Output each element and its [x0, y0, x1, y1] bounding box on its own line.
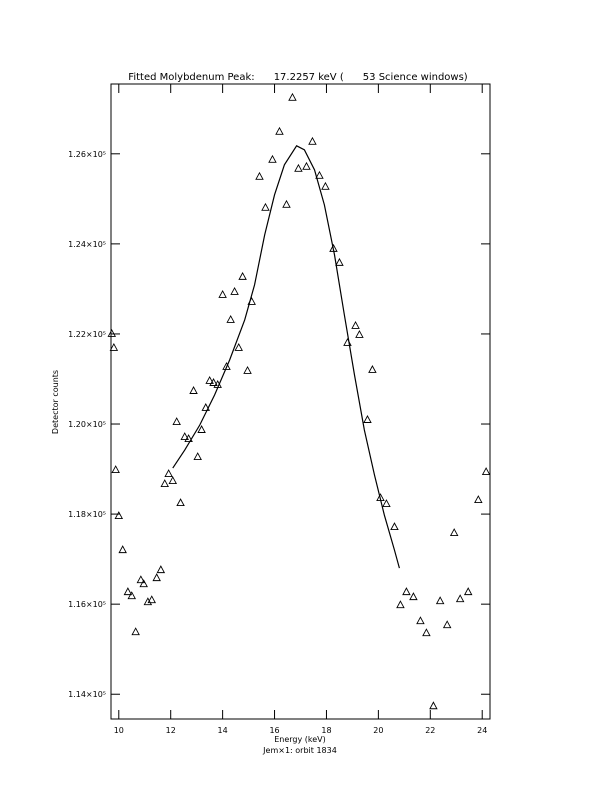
data-point	[218, 289, 227, 298]
data-point	[131, 627, 140, 636]
data-point	[156, 565, 166, 574]
data-point	[308, 136, 317, 145]
data-point	[189, 386, 198, 394]
data-point	[463, 587, 473, 596]
data-point	[422, 628, 431, 637]
data-point	[238, 271, 247, 280]
fit-curve	[172, 145, 400, 569]
data-point	[363, 415, 372, 423]
data-point	[416, 616, 425, 625]
x-tick-label: 10	[114, 726, 124, 735]
data-point	[449, 528, 459, 537]
data-point	[275, 126, 284, 135]
data-point	[255, 171, 264, 180]
data-point	[315, 170, 324, 179]
data-point	[107, 328, 117, 337]
x-tick-label: 18	[321, 726, 331, 735]
data-point	[136, 575, 146, 584]
y-tick-label: 1.24×10⁵	[68, 240, 106, 249]
x-tick-label: 22	[425, 726, 435, 735]
y-axis-label: Detector counts	[51, 370, 60, 434]
data-point	[368, 365, 377, 373]
data-point	[442, 620, 452, 629]
data-point	[302, 161, 311, 170]
data-point	[209, 378, 218, 386]
data-point	[435, 596, 445, 605]
y-tick-label: 1.26×10⁵	[68, 150, 106, 159]
data-point	[184, 434, 193, 442]
subtitle: Jem×1: orbit 1834	[262, 746, 337, 755]
data-point	[118, 545, 127, 554]
data-point	[168, 476, 178, 485]
x-tick-label: 20	[373, 726, 383, 735]
data-point	[294, 163, 303, 172]
data-point	[226, 314, 235, 323]
data-point	[335, 257, 344, 266]
plot-frame	[110, 83, 491, 720]
data-point	[321, 181, 330, 190]
y-tick-label: 1.14×10⁵	[68, 690, 106, 699]
y-tick-label: 1.18×10⁵	[68, 510, 106, 519]
data-point	[114, 511, 124, 520]
x-tick-label: 24	[477, 726, 487, 735]
data-point	[261, 202, 270, 211]
data-point	[143, 597, 153, 606]
data-point	[396, 600, 405, 609]
data-point	[201, 403, 211, 411]
chart-title: Fitted Molybdenum Peak: 17.2257 keV ( 53…	[128, 72, 468, 83]
x-tick-label: 12	[166, 726, 176, 735]
data-point	[268, 154, 277, 163]
data-point	[474, 495, 483, 504]
data-point	[455, 594, 465, 603]
x-tick-label: 14	[218, 726, 228, 735]
data-point	[402, 587, 411, 596]
data-point	[147, 595, 157, 604]
data-point	[172, 417, 181, 425]
data-point	[205, 376, 214, 384]
data-point	[351, 320, 360, 329]
data-point	[197, 425, 206, 433]
data-point	[127, 591, 137, 600]
data-point	[355, 329, 364, 338]
data-point	[390, 522, 399, 531]
data-point	[176, 498, 185, 507]
data-point	[180, 432, 189, 440]
data-point	[164, 469, 173, 478]
data-point	[111, 465, 120, 473]
x-axis-label: Energy (keV)	[274, 735, 326, 744]
y-tick-label: 1.16×10⁵	[68, 600, 106, 609]
data-point	[288, 92, 297, 101]
x-tick-label: 16	[269, 726, 279, 735]
data-point	[123, 587, 133, 596]
data-point	[243, 366, 252, 374]
data-point	[382, 499, 391, 508]
data-point	[222, 362, 231, 370]
data-point	[160, 479, 169, 487]
data-point	[193, 452, 202, 460]
data-point	[234, 343, 243, 351]
data-point	[139, 579, 148, 588]
data-point	[152, 573, 161, 582]
data-point	[230, 286, 239, 295]
data-point	[429, 701, 438, 710]
data-point	[109, 343, 119, 351]
data-point	[409, 592, 418, 601]
data-point	[282, 199, 291, 208]
y-tick-label: 1.22×10⁵	[68, 330, 106, 339]
y-tick-label: 1.20×10⁵	[68, 420, 106, 429]
data-point	[481, 467, 491, 476]
